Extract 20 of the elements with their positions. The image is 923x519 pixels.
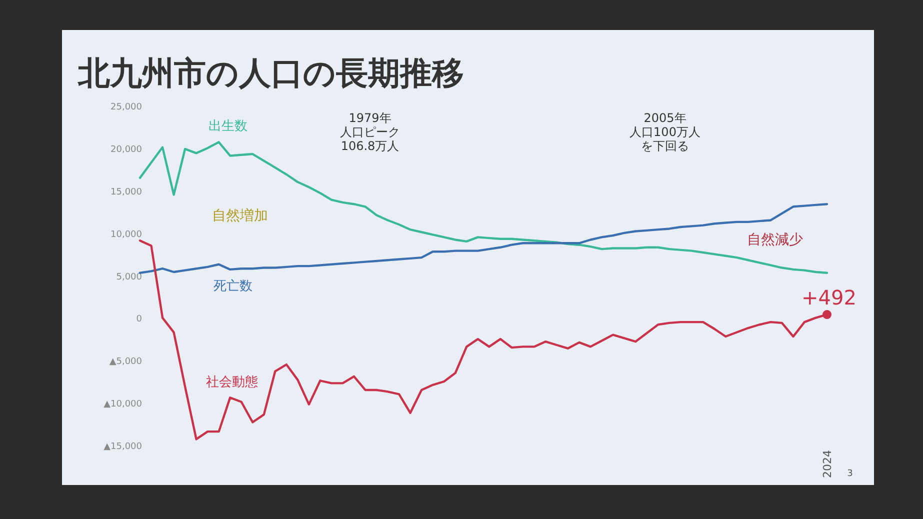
y-tick-label: 15,000	[110, 187, 142, 198]
annotation: 3	[847, 469, 853, 479]
y-tick-label: ▲5,000	[109, 357, 142, 368]
chart-title: 北九州市の人口の長期推移	[77, 54, 464, 92]
data-label: +492	[802, 286, 856, 310]
annotation: 自然増加	[212, 208, 268, 224]
series-label: 死亡数	[214, 278, 252, 294]
x-tick-label: 2024	[821, 450, 834, 478]
annotation: 自然減少	[747, 232, 803, 248]
y-tick-label: ▲10,000	[104, 400, 142, 410]
annotation: 1979年人口ピーク106.8万人	[340, 111, 400, 153]
y-tick-label: ▲15,000	[104, 442, 142, 452]
y-tick-label: 25,000	[110, 102, 142, 112]
series-label: 社会動態	[206, 375, 258, 390]
series-label: 出生数	[208, 119, 248, 134]
y-tick-label: 20,000	[110, 144, 142, 155]
y-tick-label: 10,000	[110, 230, 142, 240]
annotation: 2005年人口100万人を下回る	[630, 111, 700, 153]
y-tick-label: 5,000	[116, 272, 142, 282]
y-tick-label: 0	[136, 314, 142, 325]
